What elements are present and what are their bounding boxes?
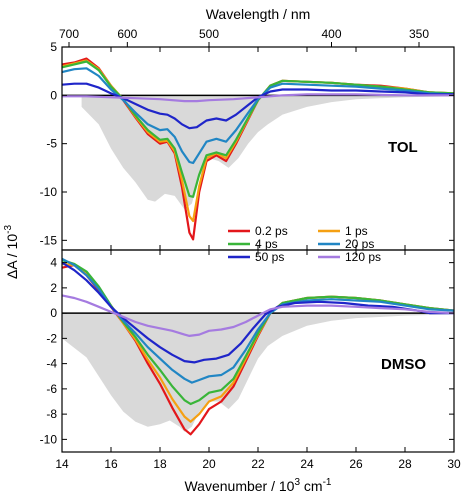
y-tick-label: 0	[50, 88, 57, 102]
legend-label: 20 ps	[345, 237, 374, 251]
x-tick-label: 24	[300, 457, 314, 471]
y-tick-label: -5	[46, 137, 57, 151]
panel-label-dmso: DMSO	[381, 356, 426, 373]
x-tick-label: 26	[349, 457, 363, 471]
x-tick-label: 14	[55, 457, 69, 471]
legend-label: 0.2 ps	[255, 224, 288, 238]
y-tick-label: 4	[50, 256, 57, 270]
x-tick-label: 22	[251, 457, 265, 471]
y-tick-label: -10	[40, 185, 58, 199]
y-tick-label: -2	[46, 331, 57, 345]
x-tick-label: 16	[104, 457, 118, 471]
x-axis-title: Wavenumber / 103 cm-1	[184, 477, 331, 494]
x-tick-label: 28	[398, 457, 412, 471]
x-tick-label: 18	[153, 457, 167, 471]
y-tick-label: -15	[40, 233, 58, 247]
ground-state-bleach-tol	[81, 95, 454, 210]
y-tick-label: 0	[50, 306, 57, 320]
panel-tol: 5 0 -5 -10 -15	[40, 40, 455, 251]
top-axis-title: Wavelength / nm	[206, 6, 311, 22]
y-tick-label: -4	[46, 357, 57, 371]
legend-label: 4 ps	[255, 237, 278, 251]
panel-label-tol: TOL	[388, 139, 418, 156]
y-tick-label: -8	[46, 407, 57, 421]
y-tick-label: -6	[46, 382, 57, 396]
legend-label: 1 ps	[345, 224, 368, 238]
series-tol-120-ps	[62, 93, 454, 103]
y-tick-label: 5	[50, 40, 57, 54]
legend-label: 120 ps	[345, 250, 381, 264]
x-tick-label: 20	[202, 457, 216, 471]
x-tick-label: 30	[447, 457, 461, 471]
ground-state-bleach-dmso	[62, 313, 454, 432]
top-tick-label: 400	[321, 27, 341, 41]
top-tick-label: 350	[409, 27, 429, 41]
series-dmso-120-ps	[61, 294, 455, 337]
y-tick-label: -10	[40, 432, 58, 446]
top-tick-label: 500	[199, 27, 219, 41]
series-dmso-50-ps	[61, 261, 454, 364]
legend-label: 50 ps	[255, 250, 284, 264]
y-axis-title: ΔA / 10-3	[3, 225, 20, 280]
top-tick-label: 600	[117, 27, 137, 41]
top-tick-label: 700	[59, 27, 79, 41]
panel-dmso: 4 2 0 -2 -4 -6 -8 -10	[40, 249, 455, 453]
y-tick-label: 2	[50, 281, 57, 295]
